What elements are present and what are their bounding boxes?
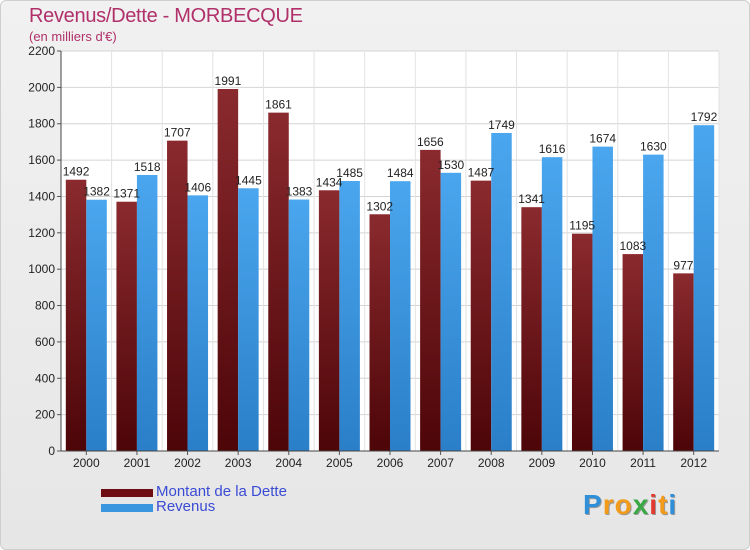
data-label-revenue: 1616 [539, 142, 566, 156]
logo-letter: i [668, 489, 678, 520]
x-tick-label: 2007 [427, 456, 454, 470]
y-tick-label: 1000 [28, 262, 55, 276]
bar-debt [217, 89, 239, 451]
y-tick-label: 0 [48, 444, 55, 458]
data-label-revenue: 1749 [488, 118, 515, 132]
data-label-debt: 1195 [569, 219, 595, 233]
x-tick-label: 2003 [225, 456, 252, 470]
logo-letter: r [602, 489, 615, 520]
data-label-debt: 1341 [518, 192, 545, 206]
data-label-revenue: 1630 [640, 140, 667, 154]
data-label-revenue: 1445 [235, 173, 262, 187]
y-tick-label: 200 [35, 408, 55, 422]
bar-revenue [339, 181, 360, 451]
bars [65, 89, 715, 452]
bar-revenue [288, 199, 310, 451]
data-label-revenue: 1792 [691, 110, 718, 124]
x-tick-label: 2009 [528, 456, 555, 470]
bar-debt [673, 273, 694, 451]
x-tick-label: 2004 [275, 456, 302, 470]
y-tick-label: 1200 [28, 226, 55, 240]
data-label-revenue: 1674 [589, 132, 616, 146]
bar-revenue [491, 133, 512, 451]
x-tick-label: 2005 [326, 456, 353, 470]
data-label-debt: 1487 [468, 166, 495, 180]
y-tick-label: 1800 [28, 117, 55, 131]
data-label-debt: 1861 [265, 98, 292, 112]
x-tick-label: 2008 [478, 456, 505, 470]
y-tick-label: 800 [35, 299, 55, 313]
data-label-revenue: 1530 [438, 158, 465, 172]
bar-debt [622, 254, 644, 451]
logo-letter: t [658, 489, 669, 520]
bar-revenue [390, 181, 411, 451]
legend-swatch-debt [101, 489, 153, 497]
logo-letter: P [583, 489, 603, 520]
data-label-debt: 1371 [113, 187, 140, 201]
proxiti-logo: Proxiti [583, 489, 677, 521]
bar-debt [116, 201, 137, 451]
data-label-revenue: 1406 [184, 180, 211, 194]
x-tick-label: 2010 [579, 456, 606, 470]
data-label-debt: 977 [673, 258, 693, 272]
bar-revenue [592, 146, 613, 452]
bar-debt [470, 180, 492, 452]
bar-revenue [541, 157, 563, 451]
bar-debt [369, 214, 390, 451]
legend-label-revenue: Revenus [156, 498, 216, 515]
bar-debt [420, 149, 441, 451]
data-label-debt: 1656 [417, 135, 444, 149]
logo-letter: i [649, 489, 659, 520]
data-label-debt: 1302 [366, 199, 393, 213]
y-tick-label: 400 [35, 371, 55, 385]
data-label-debt: 1083 [619, 239, 646, 253]
bar-revenue [136, 175, 158, 451]
axes: 0 200 400 600 800 1000 1200 1400 1600 1800 2000 220… [28, 44, 719, 470]
bar-debt [268, 112, 289, 452]
x-tick-label: 2011 [630, 456, 656, 470]
bar-debt [318, 190, 340, 452]
y-tick-label: 600 [35, 335, 55, 349]
logo-letter: o [614, 489, 633, 520]
x-tick-label: 2001 [124, 456, 151, 470]
data-label-revenue: 1518 [134, 160, 161, 174]
x-tick-label: 2000 [73, 456, 100, 470]
chart-subtitle: (en milliers d'€) [29, 29, 117, 44]
legend-swatch-revenue [101, 504, 153, 512]
y-tick-label: 1400 [28, 189, 55, 203]
x-tick-label: 2012 [680, 456, 707, 470]
data-label-revenue: 1485 [336, 166, 363, 180]
y-tick-label: 2000 [28, 80, 55, 94]
bar-revenue [86, 199, 107, 451]
data-labels: 1492 1371 1707 1991 1861 1434 1302 1656 1487 1341… [63, 74, 718, 272]
bar-revenue [440, 172, 462, 451]
bar-debt [521, 207, 542, 451]
data-label-debt: 1492 [63, 165, 90, 179]
bar-revenue [187, 195, 209, 451]
data-label-revenue: 1382 [83, 185, 110, 199]
logo-letter: x [632, 489, 650, 520]
bar-revenue [693, 125, 715, 451]
bar-chart: 1492 1371 1707 1991 1861 1434 1302 1656 1487 1341… [28, 44, 720, 470]
x-tick-label: 2006 [377, 456, 404, 470]
data-label-debt: 1434 [316, 175, 343, 189]
y-tick-label: 1600 [28, 153, 55, 167]
data-label-debt: 1991 [215, 74, 242, 88]
bar-revenue [643, 154, 664, 452]
y-tick-label: 2200 [28, 44, 55, 58]
data-label-revenue: 1484 [387, 166, 414, 180]
bar-debt [571, 233, 593, 451]
bar-debt [167, 140, 188, 452]
bar-revenue [238, 188, 259, 452]
legend-label-debt: Montant de la Dette [156, 483, 287, 500]
bar-debt [65, 179, 87, 451]
data-label-debt: 1707 [164, 126, 191, 140]
data-label-revenue: 1383 [286, 185, 313, 199]
chart-title: Revenus/Dette - MORBECQUE [29, 5, 303, 27]
x-tick-label: 2002 [174, 456, 201, 470]
